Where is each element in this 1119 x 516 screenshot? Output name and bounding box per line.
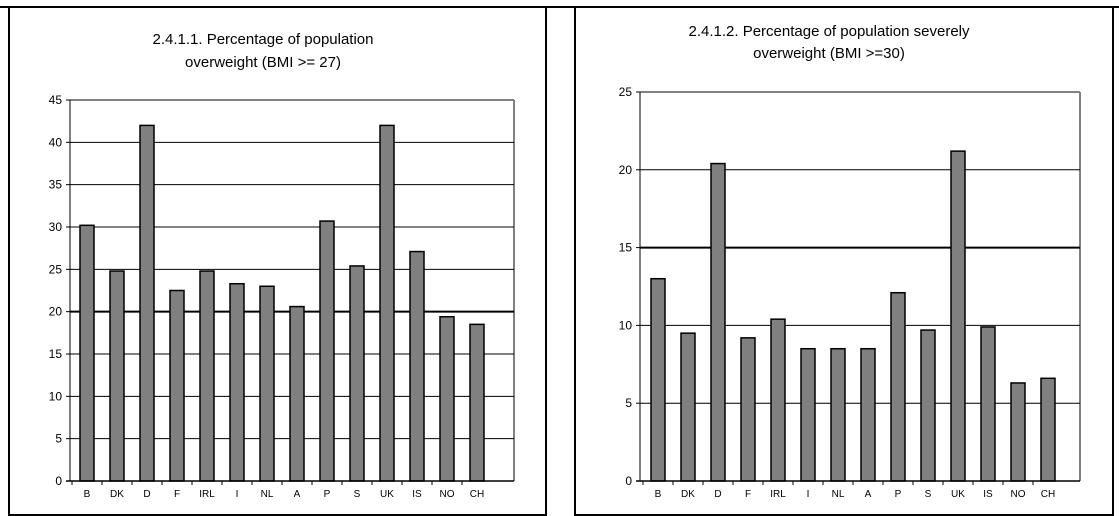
y-tick-label-30: 30 (49, 220, 63, 234)
y-tick-label-20: 20 (49, 305, 63, 319)
x-tick-label-NO: NO (440, 489, 455, 500)
x-tick-label-D: D (143, 489, 150, 500)
bar-B (79, 224, 95, 482)
bar-NO (1010, 382, 1026, 482)
x-tick-label-UK: UK (380, 489, 394, 500)
y-tick-label-0: 0 (55, 474, 62, 488)
x-tick-label-I: I (807, 489, 810, 500)
chart-title-line-1: 2.4.1.2. Percentage of population severe… (688, 23, 970, 40)
bar-IS (980, 326, 996, 482)
y-tick-label-40: 40 (49, 135, 63, 149)
chart-title-line-1: 2.4.1.1. Percentage of population (152, 31, 373, 48)
x-tick-label-IRL: IRL (770, 489, 786, 500)
x-tick-label-P: P (324, 489, 331, 500)
x-tick-label-IRL: IRL (199, 489, 215, 500)
chart-title-line-2: overweight (BMI >= 27) (185, 54, 341, 71)
bar-I (229, 282, 245, 482)
x-tick-label-UK: UK (951, 489, 965, 500)
x-tick-label-P: P (895, 489, 902, 500)
y-tick-label-15: 15 (619, 241, 633, 255)
y-tick-label-35: 35 (49, 178, 63, 192)
y-tick-label-25: 25 (49, 262, 63, 276)
y-tick-label-0: 0 (625, 474, 632, 488)
x-tick-label-CH: CH (470, 489, 484, 500)
bar-B (650, 277, 666, 482)
x-tick-label-CH: CH (1041, 489, 1055, 500)
chart-panel-overweight: 2.4.1.1. Percentage of population overwei… (8, 0, 547, 516)
x-tick-label-F: F (174, 489, 180, 500)
y-tick-label-20: 20 (619, 163, 633, 177)
top-crop-border (0, 0, 1119, 8)
bar-F (740, 337, 756, 482)
bar-P (319, 220, 335, 482)
y-tick-label-10: 10 (619, 318, 633, 332)
y-tick-label-5: 5 (55, 432, 62, 446)
x-tick-label-DK: DK (681, 489, 695, 500)
bar-NO (439, 315, 455, 482)
chart-overweight: 2.4.1.1. Percentage of population overwei… (49, 31, 515, 500)
y-tick-label-45: 45 (49, 93, 63, 107)
bar-UK (379, 124, 395, 482)
y-tick-label-10: 10 (49, 389, 63, 403)
chart-severely-overweight: 2.4.1.2. Percentage of population severe… (619, 23, 1081, 500)
bar-S (920, 329, 936, 482)
x-tick-label-I: I (236, 489, 239, 500)
x-tick-label-NL: NL (832, 489, 845, 500)
x-tick-label-B: B (84, 489, 91, 500)
x-tick-label-F: F (745, 489, 751, 500)
bar-CH (1040, 377, 1056, 482)
bar-D (710, 162, 726, 482)
bar-UK (950, 150, 966, 482)
x-tick-label-S: S (354, 489, 361, 500)
x-tick-label-A: A (294, 489, 301, 500)
x-tick-label-IS: IS (412, 489, 422, 500)
bar-P (890, 291, 906, 482)
y-tick-label-5: 5 (625, 396, 632, 410)
bar-S (349, 265, 365, 482)
x-tick-label-A: A (865, 489, 872, 500)
chart-panel-severely-overweight: 2.4.1.2. Percentage of population severe… (574, 0, 1114, 516)
bar-IS (409, 250, 425, 482)
bar-NL (830, 347, 846, 482)
x-tick-label-NO: NO (1011, 489, 1026, 500)
bar-IRL (770, 318, 786, 482)
bar-A (860, 347, 876, 482)
bar-I (800, 347, 816, 482)
x-tick-label-IS: IS (983, 489, 993, 500)
bar-F (169, 289, 185, 482)
bar-IRL (199, 270, 215, 482)
y-tick-label-15: 15 (49, 347, 63, 361)
y-tick-label-25: 25 (619, 85, 633, 99)
bar-CH (469, 323, 485, 482)
bar-NL (259, 285, 275, 482)
x-tick-label-NL: NL (261, 489, 274, 500)
x-tick-label-B: B (655, 489, 662, 500)
bar-D (139, 124, 155, 482)
x-tick-label-DK: DK (110, 489, 124, 500)
bar-A (289, 305, 305, 482)
bar-DK (109, 270, 125, 482)
x-tick-label-D: D (714, 489, 721, 500)
chart-title-line-2: overweight (BMI >=30) (753, 45, 905, 62)
bar-DK (680, 332, 696, 482)
x-tick-label-S: S (925, 489, 932, 500)
